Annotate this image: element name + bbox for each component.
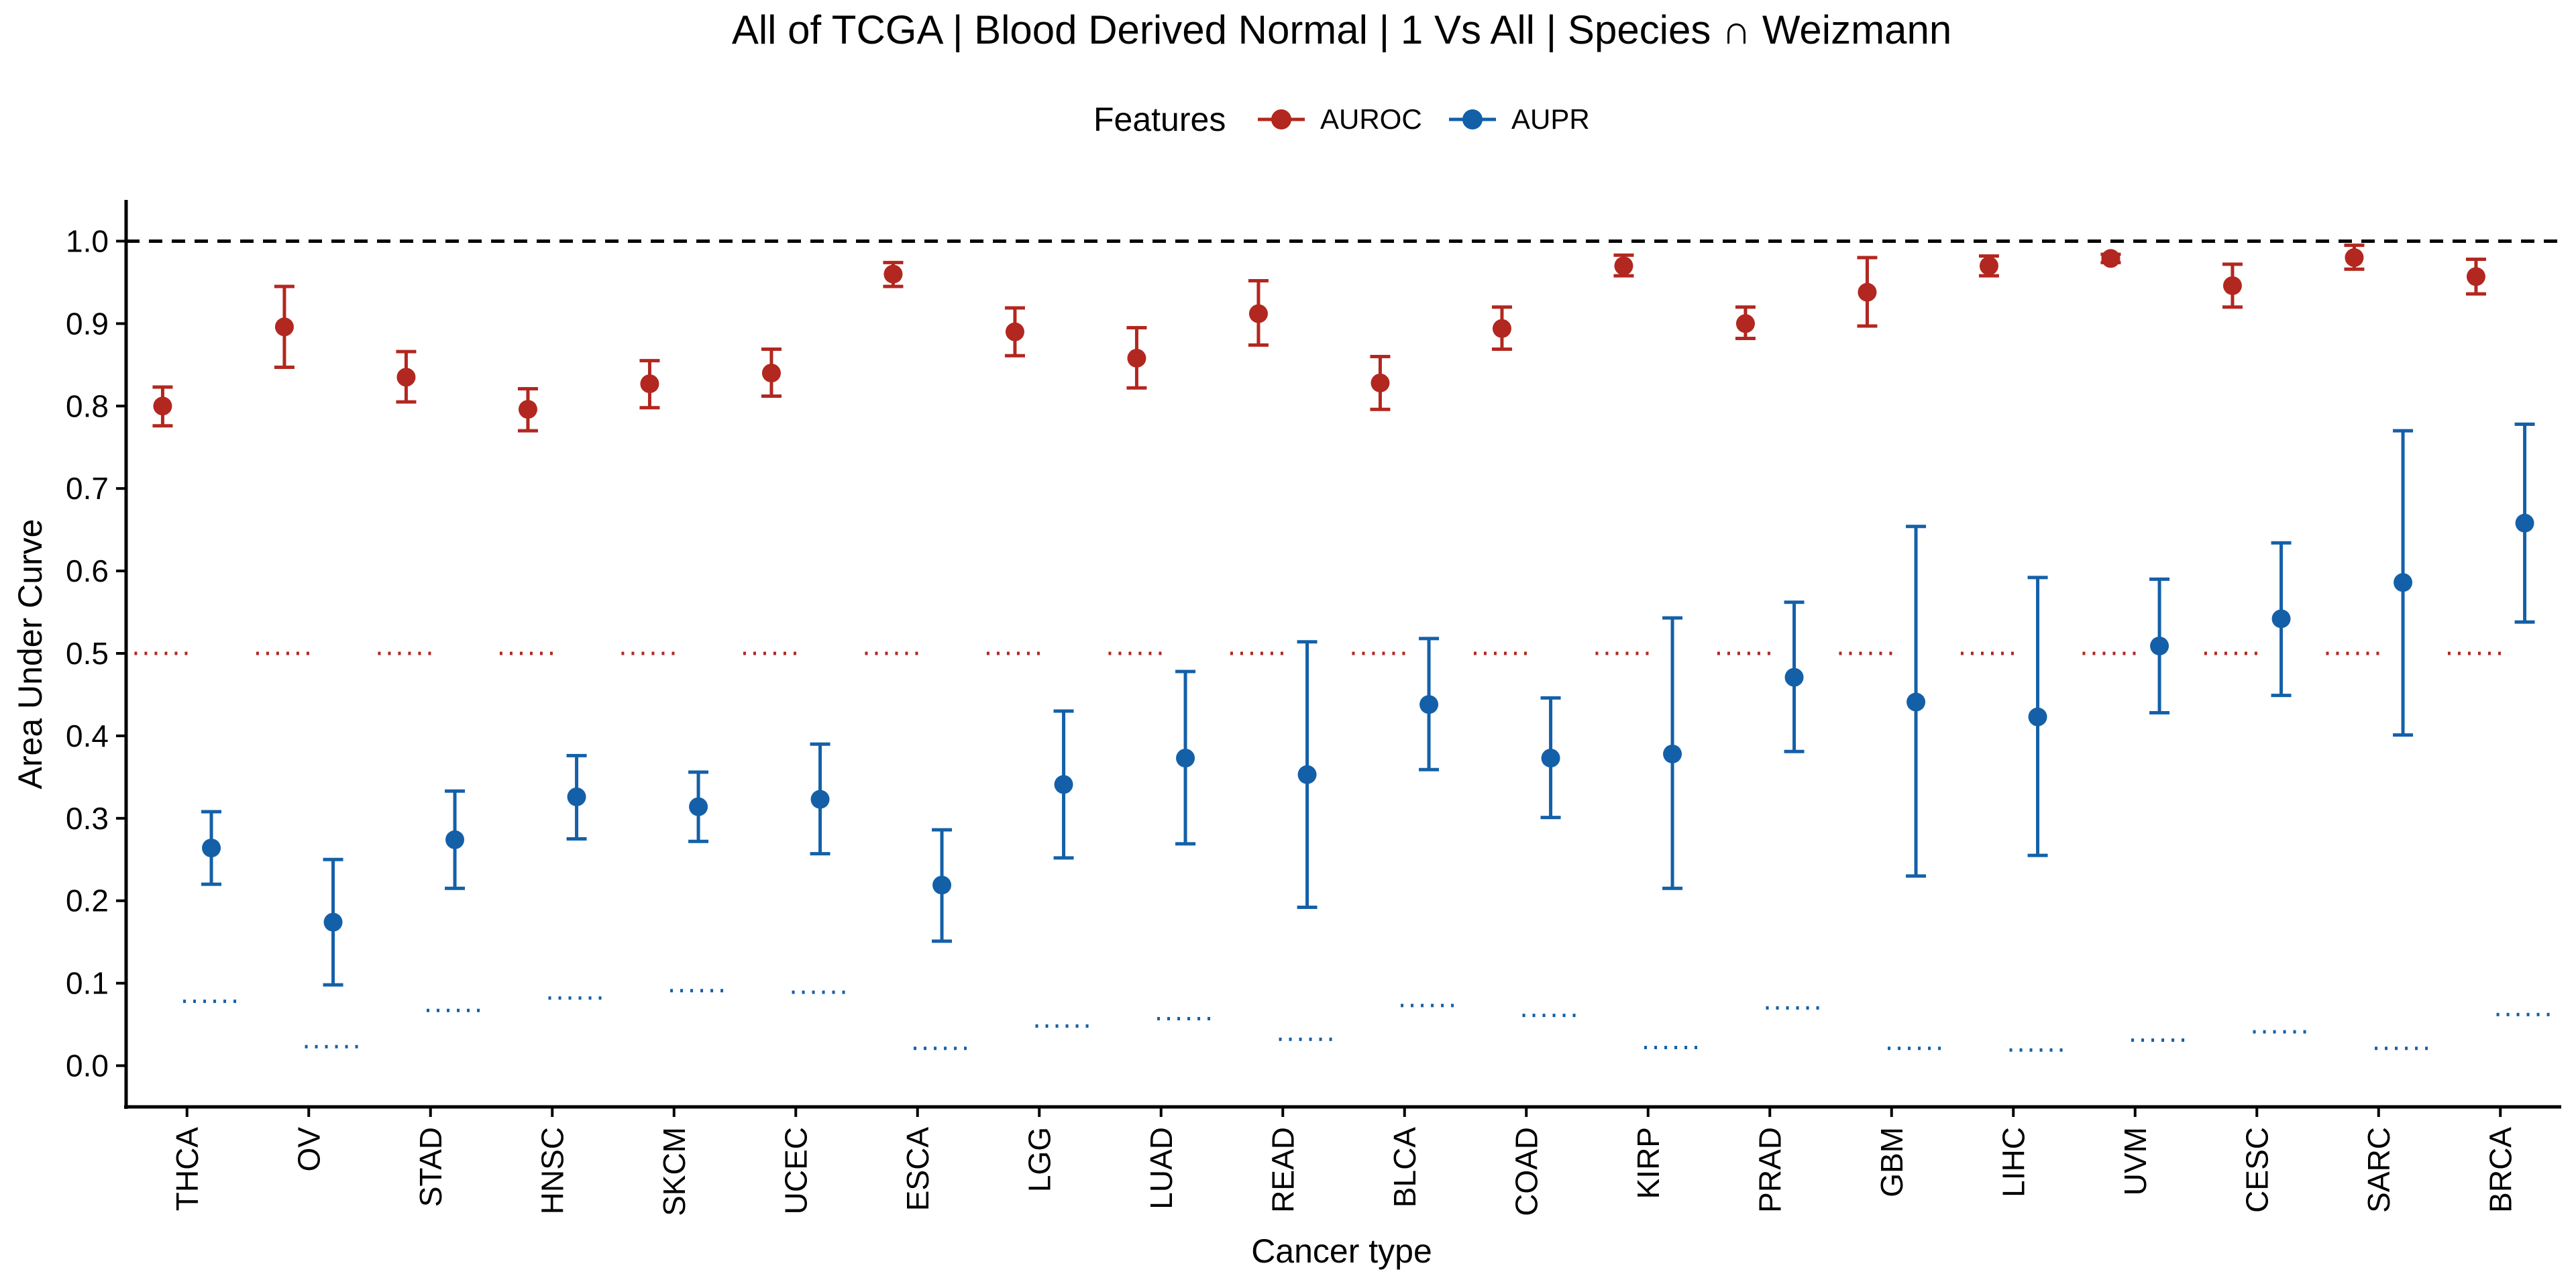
x-tick-label-COAD: COAD [1509,1127,1544,1216]
aupr-point-blca [1419,695,1439,714]
aupr-point-coad [1541,749,1560,768]
aupr-point-thca [202,839,221,858]
x-tick-label-LIHC: LIHC [1996,1127,2031,1197]
x-tick-label-ESCA: ESCA [900,1127,935,1212]
auroc-point-ucec [761,364,781,383]
x-tick-label-LGG: LGG [1022,1127,1057,1192]
x-tick-label-PRAD: PRAD [1752,1127,1787,1213]
legend-item-aupr: AUPR [1449,103,1590,135]
plot-area: 0.0 0.1 0.2 0.3 0.4 0.5 0.6 0.7 0.8 0.9 1.0 THCA OV S… [66,200,2561,1216]
y-axis-title: Area Under Curve [11,519,49,790]
aupr-point-hnsc [567,787,586,806]
aupr-point-lgg [1054,775,1073,794]
y-tick-label-0.6: 0.6 [66,553,109,588]
aupr-point-esca [932,875,952,895]
x-tick-label-BRCA: BRCA [2483,1127,2518,1213]
x-tick-label-LUAD: LUAD [1144,1127,1179,1210]
y-tick-label-0.1: 0.1 [66,966,109,1001]
auroc-point-lgg [1005,322,1024,341]
x-tick-label-UCEC: UCEC [778,1127,813,1214]
auroc-point-ov [274,317,294,337]
y-tick-label-0.4: 0.4 [66,718,109,753]
auroc-point-prad [1735,314,1755,333]
aupr-point-ov [323,912,343,932]
auroc-point-read [1248,304,1268,323]
y-tick-label-0.2: 0.2 [66,883,109,918]
chart-title: All of TCGA | Blood Derived Normal | 1 V… [732,7,1951,52]
x-tick-label-THCA: THCA [170,1127,205,1212]
legend-swatch-dot-aupr [1462,109,1483,129]
aupr-point-sarc [2394,573,2413,592]
aupr-point-luad [1176,749,1195,768]
auroc-point-kirp [1614,256,1633,276]
y-tick-label-0.5: 0.5 [66,636,109,671]
auroc-point-brca [2466,267,2485,286]
y-tick-label-0.8: 0.8 [66,388,109,423]
y-tick-label-0.7: 0.7 [66,471,109,506]
x-tick-label-KIRP: KIRP [1631,1127,1666,1199]
aupr-point-prad [1784,667,1804,687]
auroc-point-cesc [2222,276,2242,295]
y-tick-label-0.9: 0.9 [66,306,109,341]
aupr-point-skcm [689,797,708,816]
aupr-point-brca [2515,513,2534,533]
aupr-point-lihc [2028,707,2047,727]
x-tick-label-HNSC: HNSC [535,1127,570,1214]
auroc-point-esca [883,264,903,284]
legend-label-aupr: AUPR [1511,103,1590,135]
y-tick-label-0.3: 0.3 [66,801,109,836]
aupr-point-kirp [1663,744,1682,763]
legend-title: Features [1093,101,1226,138]
x-tick-label-UVM: UVM [2118,1127,2153,1195]
aupr-point-gbm [1907,692,1926,712]
auroc-point-hnsc [518,400,537,419]
x-tick-label-STAD: STAD [413,1127,448,1207]
auroc-point-luad [1127,348,1146,368]
aupr-point-cesc [2271,609,2291,629]
x-axis-title: Cancer type [1251,1232,1432,1270]
aupr-point-ucec [810,790,830,809]
aupr-point-stad [445,830,465,849]
x-tick-label-CESC: CESC [2239,1127,2274,1213]
auroc-point-skcm [640,374,659,394]
x-tick-label-SARC: SARC [2361,1127,2396,1213]
y-tick-label-0.0: 0.0 [66,1049,109,1083]
auroc-point-uvm [2101,249,2121,268]
y-tick-label-1.0: 1.0 [66,223,109,258]
x-tick-label-BLCA: BLCA [1387,1127,1422,1208]
auroc-point-blca [1371,373,1390,392]
auroc-point-coad [1492,319,1511,338]
x-tick-label-OV: OV [291,1127,326,1172]
legend-item-auroc: AUROC [1258,103,1422,135]
legend: Features AUROC AUPR [1093,101,1590,138]
auroc-point-thca [153,396,172,416]
auroc-point-sarc [2345,248,2364,268]
auroc-point-gbm [1858,282,1877,302]
auroc-point-lihc [1979,256,1998,276]
x-tick-label-READ: READ [1265,1127,1300,1213]
x-tick-label-SKCM: SKCM [657,1127,692,1216]
aupr-point-uvm [2150,636,2169,655]
x-tick-label-GBM: GBM [1874,1127,1909,1197]
aupr-point-read [1297,765,1317,784]
legend-label-auroc: AUROC [1320,103,1422,135]
legend-swatch-dot-auroc [1271,109,1291,129]
auroc-point-stad [396,368,416,387]
